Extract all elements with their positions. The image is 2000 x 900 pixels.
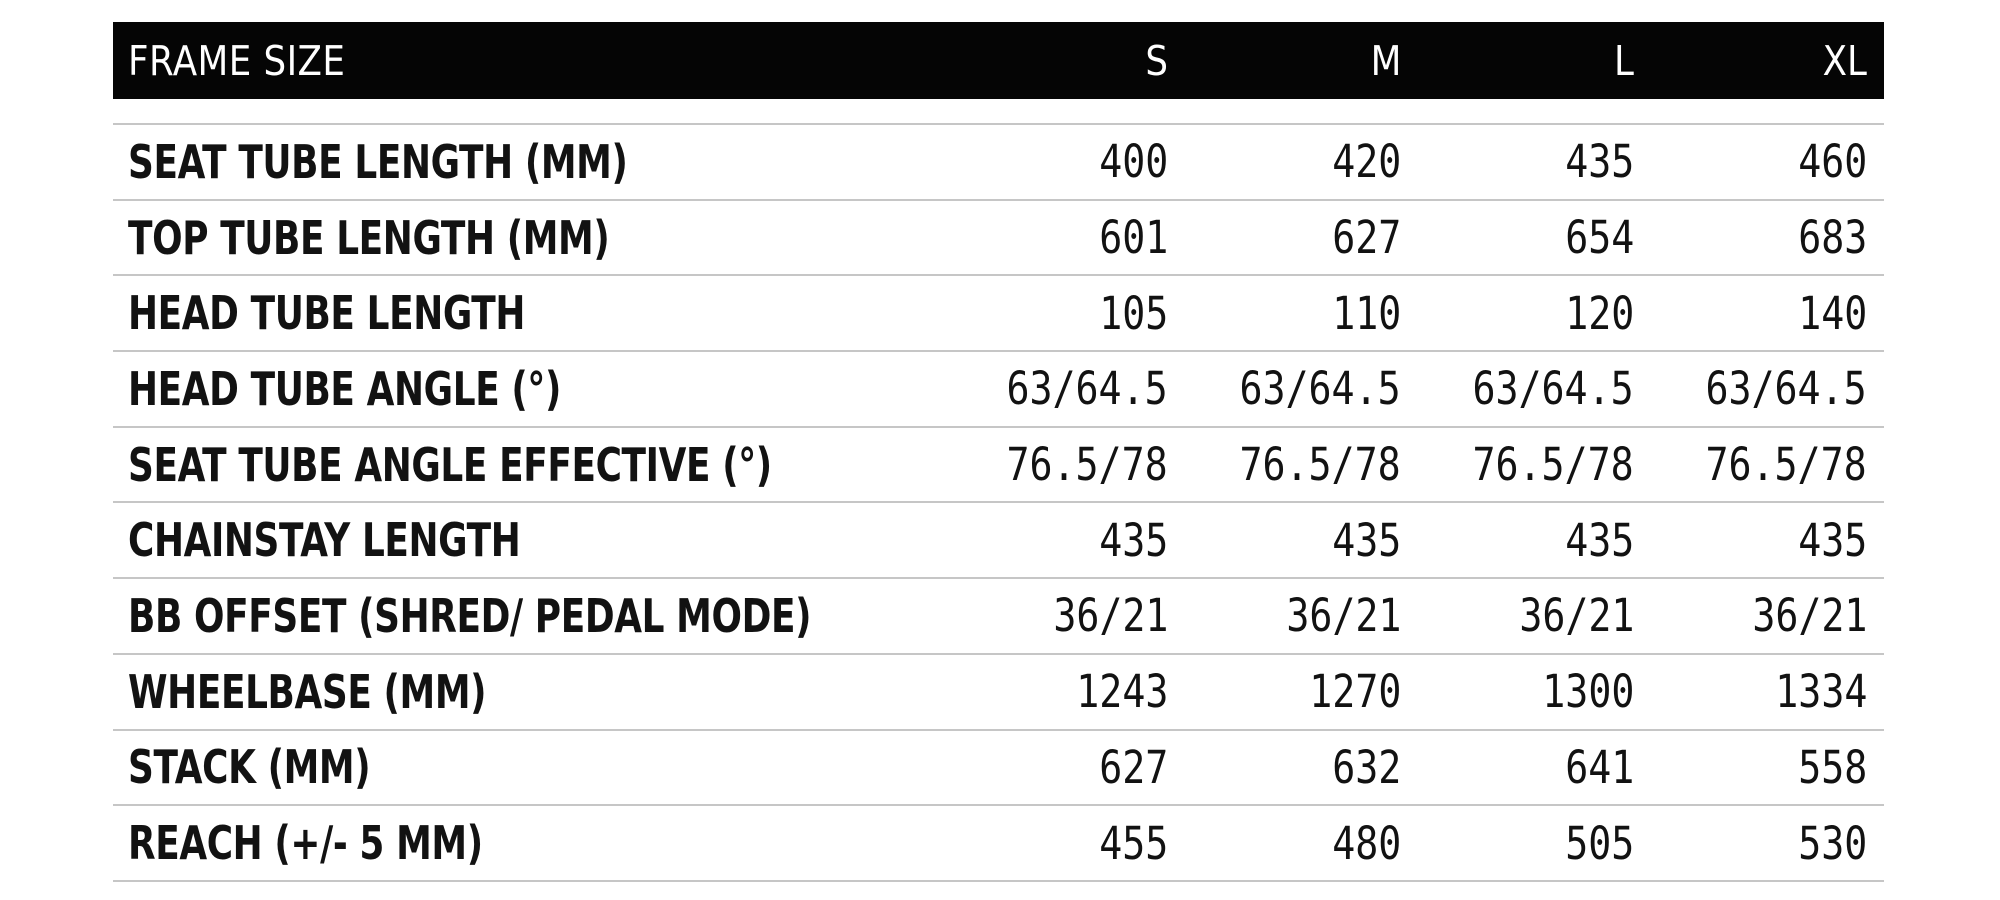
spec-value-xl: 558 — [1797, 740, 1867, 794]
table-body: SEAT TUBE LENGTH (MM) 400 420 435 460 TO… — [113, 123, 1884, 882]
table-header-row: FRAME SIZE S M L XL — [113, 22, 1884, 99]
table-row-seat-tube-length: SEAT TUBE LENGTH (MM) 400 420 435 460 — [113, 123, 1884, 199]
spec-value-xl: 460 — [1797, 135, 1867, 189]
spec-value-l: 505 — [1564, 816, 1634, 870]
spec-label: SEAT TUBE ANGLE EFFECTIVE (°) — [128, 437, 772, 492]
header-col-l: L — [1401, 37, 1634, 85]
spec-value-s: 455 — [1098, 816, 1168, 870]
spec-value-l: 435 — [1564, 135, 1634, 189]
spec-value-m: 632 — [1331, 740, 1401, 794]
spec-label: STACK (MM) — [128, 740, 371, 795]
spec-value-s: 63/64.5 — [1006, 362, 1168, 416]
spec-value-xl: 36/21 — [1751, 589, 1867, 643]
spec-value-xl: 1334 — [1774, 665, 1867, 719]
spec-value-m: 1270 — [1308, 665, 1401, 719]
spec-label: HEAD TUBE LENGTH — [128, 286, 526, 341]
table-row-top-tube-length: TOP TUBE LENGTH (MM) 601 627 654 683 — [113, 198, 1884, 275]
size-column-header-l: L — [1614, 36, 1634, 85]
size-column-header-m: M — [1370, 36, 1401, 85]
table-row-head-tube-length: HEAD TUBE LENGTH 105 110 120 140 — [113, 274, 1884, 350]
spec-value-s: 435 — [1098, 513, 1168, 567]
spec-value-m: 480 — [1331, 816, 1401, 870]
spec-value-xl: 435 — [1797, 513, 1867, 567]
header-col-xl: XL — [1634, 37, 1867, 85]
spec-value-xl: 683 — [1797, 211, 1867, 265]
header-label-cell: FRAME SIZE — [113, 37, 935, 85]
size-column-header-xl: XL — [1822, 36, 1867, 85]
spec-label: HEAD TUBE ANGLE (°) — [128, 361, 561, 416]
spec-value-s: 627 — [1098, 740, 1168, 794]
table-row-seat-tube-angle: SEAT TUBE ANGLE EFFECTIVE (°) 76.5/78 76… — [113, 425, 1884, 502]
spec-value-m: 63/64.5 — [1239, 362, 1401, 416]
spec-value-l: 435 — [1564, 513, 1634, 567]
spec-label: CHAINSTAY LENGTH — [128, 513, 521, 568]
spec-label: BB OFFSET (SHRED/ PEDAL MODE) — [128, 588, 812, 643]
spec-value-xl: 140 — [1797, 286, 1867, 340]
spec-value-l: 63/64.5 — [1472, 362, 1634, 416]
header-col-m: M — [1168, 37, 1401, 85]
table-row-chainstay-length: CHAINSTAY LENGTH 435 435 435 435 — [113, 501, 1884, 577]
table-row-head-tube-angle: HEAD TUBE ANGLE (°) 63/64.5 63/64.5 63/6… — [113, 350, 1884, 426]
table-row-reach: REACH (+/- 5 MM) 455 480 505 530 — [113, 804, 1884, 880]
spec-value-xl: 76.5/78 — [1705, 438, 1867, 492]
spec-label: TOP TUBE LENGTH (MM) — [128, 210, 610, 265]
table-row-bb-offset: BB OFFSET (SHRED/ PEDAL MODE) 36/21 36/2… — [113, 577, 1884, 653]
header-col-s: S — [935, 37, 1168, 85]
spec-value-s: 76.5/78 — [1006, 438, 1168, 492]
spec-value-l: 641 — [1564, 740, 1634, 794]
spec-label: REACH (+/- 5 MM) — [128, 816, 483, 871]
spec-label: SEAT TUBE LENGTH (MM) — [128, 134, 628, 189]
table-row-wheelbase: WHEELBASE (MM) 1243 1270 1300 1334 — [113, 652, 1884, 729]
spec-value-s: 400 — [1098, 135, 1168, 189]
spec-value-s: 105 — [1098, 286, 1168, 340]
spec-value-m: 110 — [1331, 286, 1401, 340]
frame-geometry-table: FRAME SIZE S M L XL SEAT TUBE LENGTH (MM… — [113, 22, 1884, 882]
spec-value-m: 420 — [1331, 135, 1401, 189]
spec-value-xl: 63/64.5 — [1705, 362, 1867, 416]
spec-value-m: 36/21 — [1285, 589, 1401, 643]
spec-value-m: 627 — [1331, 211, 1401, 265]
spec-value-l: 654 — [1564, 211, 1634, 265]
spec-value-xl: 530 — [1797, 816, 1867, 870]
spec-value-l: 36/21 — [1518, 589, 1634, 643]
spec-value-s: 36/21 — [1052, 589, 1168, 643]
size-column-header-s: S — [1145, 36, 1168, 85]
spec-value-m: 435 — [1331, 513, 1401, 567]
table-title: FRAME SIZE — [128, 36, 346, 85]
spec-value-s: 1243 — [1075, 665, 1168, 719]
spec-value-s: 601 — [1098, 211, 1168, 265]
table-row-stack: STACK (MM) 627 632 641 558 — [113, 728, 1884, 805]
spec-value-l: 1300 — [1541, 665, 1634, 719]
spec-label: WHEELBASE (MM) — [128, 664, 487, 719]
spec-value-l: 76.5/78 — [1472, 438, 1634, 492]
spec-value-l: 120 — [1564, 286, 1634, 340]
spec-value-m: 76.5/78 — [1239, 438, 1401, 492]
